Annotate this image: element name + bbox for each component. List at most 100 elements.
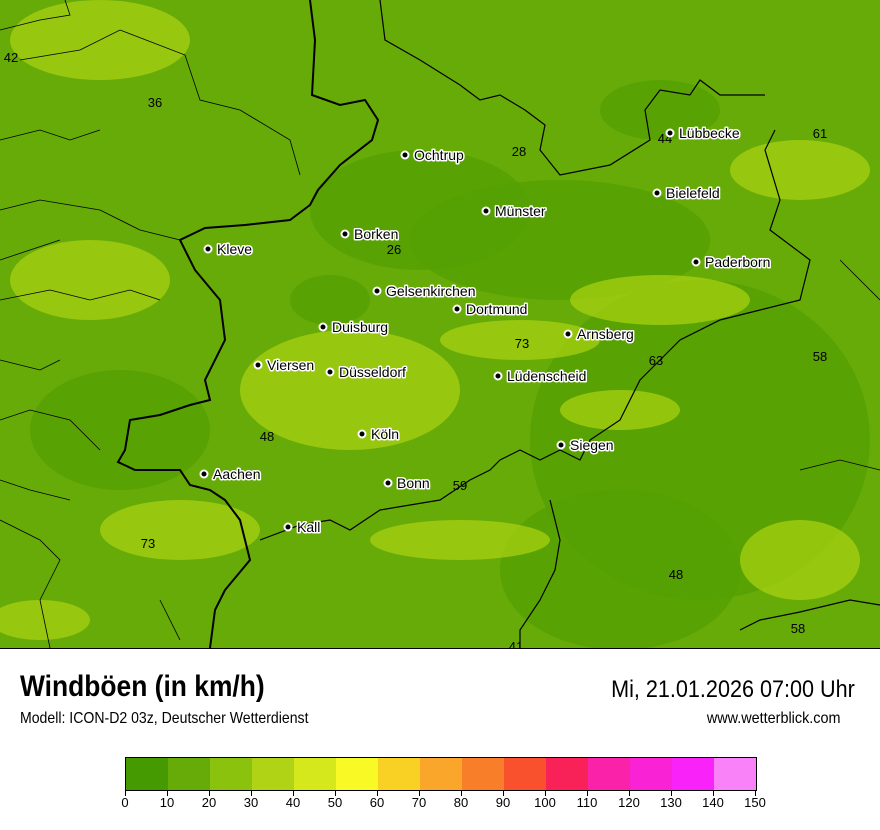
city-label: Bonn: [397, 475, 430, 491]
website-link[interactable]: www.wetterblick.com: [706, 710, 840, 727]
city-dot-icon: [340, 229, 350, 239]
city-dot-icon: [452, 304, 462, 314]
legend-swatch: [378, 758, 420, 790]
city-label: Lüdenscheid: [507, 368, 586, 384]
legend-tick: [503, 790, 504, 796]
legend-tick-label: 90: [495, 795, 511, 810]
city-dot-icon: [563, 329, 573, 339]
legend-tick-label: 40: [285, 795, 301, 810]
legend-swatch: [714, 758, 756, 790]
city-label: Dortmund: [466, 301, 527, 317]
legend-tick: [419, 790, 420, 796]
city-label: Arnsberg: [577, 326, 634, 342]
wind-field-shading: [0, 0, 870, 648]
legend-swatch: [294, 758, 336, 790]
city-dot-icon: [253, 360, 263, 370]
high-gust-area: [560, 390, 680, 430]
city-marker: Münster: [481, 202, 547, 221]
legend-tick-label: 50: [327, 795, 343, 810]
city-marker: Viersen: [253, 356, 316, 375]
country-border: [116, 0, 380, 648]
city-label: Duisburg: [332, 319, 388, 335]
city-marker: Kleve: [203, 240, 254, 259]
legend-tick: [545, 790, 546, 796]
color-legend: [125, 757, 757, 791]
legend-tick-label: 140: [702, 795, 724, 810]
city-label: Viersen: [267, 357, 314, 373]
legend-ticks: 0 10 20 30 40 50 60 70 80 90 100 110 120 130 140 150: [121, 790, 766, 830]
city-dot-icon: [665, 128, 675, 138]
legend-tick: [629, 790, 630, 796]
gust-value: 42: [4, 50, 18, 65]
legend-swatch: [210, 758, 252, 790]
high-gust-area: [240, 330, 460, 450]
city-label: Ochtrup: [414, 147, 464, 163]
model-source: Modell: ICON-D2 03z, Deutscher Wetterdie…: [20, 710, 309, 727]
gust-value: 63: [649, 353, 663, 368]
state-border: [259, 0, 880, 648]
legend-tick: [167, 790, 168, 796]
city-dot-icon: [203, 244, 213, 254]
legend-tick-label: 70: [411, 795, 427, 810]
city-label: Borken: [354, 226, 398, 242]
city-label: Kleve: [217, 241, 252, 257]
gust-value: 41: [509, 639, 523, 649]
city-dot-icon: [325, 367, 335, 377]
legend-tick-label: 10: [159, 795, 175, 810]
city-marker: Bielefeld: [652, 184, 721, 203]
gust-value: 48: [260, 429, 274, 444]
city-dot-icon: [318, 322, 328, 332]
city-label: Gelsenkirchen: [386, 283, 476, 299]
city-label: Lübbecke: [679, 125, 740, 141]
city-marker: Lüdenscheid: [493, 367, 588, 386]
city-marker: Borken: [340, 225, 400, 244]
legend-tick: [335, 790, 336, 796]
city-dot-icon: [556, 440, 566, 450]
legend-tick-label: 130: [660, 795, 682, 810]
city-dot-icon: [357, 429, 367, 439]
low-gust-area: [310, 150, 530, 270]
city-label: Paderborn: [705, 254, 770, 270]
legend-tick-label: 0: [121, 795, 129, 810]
gust-value: 61: [813, 126, 827, 141]
high-gust-area: [100, 500, 260, 560]
legend-tick: [755, 790, 756, 796]
city-dot-icon: [372, 286, 382, 296]
legend-swatch: [462, 758, 504, 790]
city-markers: Ochtrup Münster Borken Kleve Gelsenkirchen Do…: [199, 124, 772, 537]
high-gust-area: [370, 520, 550, 560]
city-dot-icon: [652, 188, 662, 198]
city-label: Köln: [371, 426, 399, 442]
city-marker: Siegen: [556, 436, 615, 455]
city-dot-icon: [481, 206, 491, 216]
city-dot-icon: [383, 478, 393, 488]
legend-swatch: [588, 758, 630, 790]
district-borders: [0, 0, 880, 648]
city-marker: Aachen: [199, 465, 262, 484]
legend-tick: [461, 790, 462, 796]
city-label: Kall: [297, 519, 320, 535]
city-label: Bielefeld: [666, 185, 720, 201]
legend-swatch: [630, 758, 672, 790]
city-label: Münster: [495, 203, 546, 219]
legend-tick-label: 30: [243, 795, 259, 810]
low-gust-area: [500, 490, 740, 648]
legend-tick: [293, 790, 294, 796]
city-marker: Ochtrup: [400, 146, 466, 165]
gust-value: 73: [141, 536, 155, 551]
city-dot-icon: [283, 522, 293, 532]
legend-tick-label: 60: [369, 795, 385, 810]
city-dot-icon: [493, 371, 503, 381]
city-marker: Köln: [357, 425, 401, 444]
legend-tick-label: 20: [201, 795, 217, 810]
city-marker: Kall: [283, 518, 322, 537]
forecast-datetime: Mi, 21.01.2026 07:00 Uhr: [611, 676, 855, 703]
legend-swatch: [168, 758, 210, 790]
gust-value: 36: [148, 95, 162, 110]
city-marker: Düsseldorf: [325, 363, 408, 382]
gust-value: 58: [813, 349, 827, 364]
legend-tick: [251, 790, 252, 796]
legend-tick-label: 110: [576, 795, 598, 810]
